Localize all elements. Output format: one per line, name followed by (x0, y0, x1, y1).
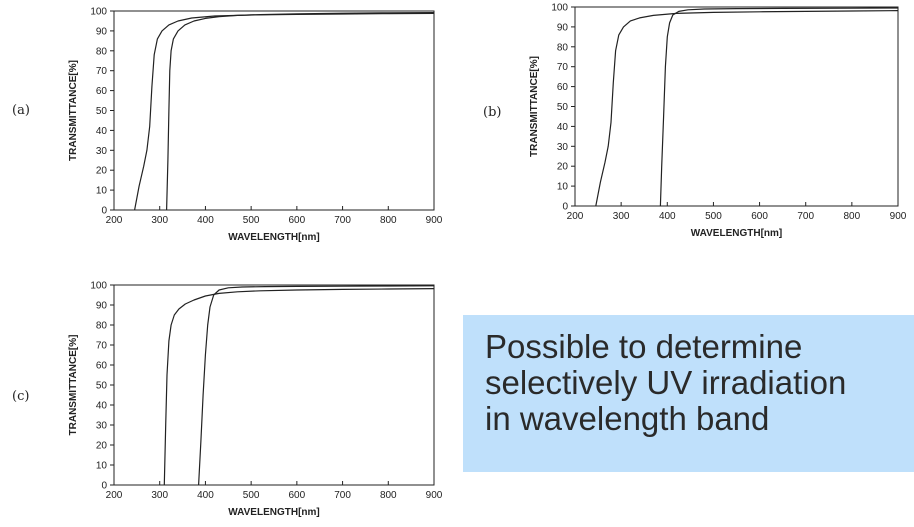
x-axis-label-c: WAVELENGTH[nm] (228, 507, 319, 518)
y-tick-label: 0 (101, 481, 107, 492)
y-tick-label: 70 (557, 62, 569, 73)
x-tick-label: 700 (334, 490, 351, 501)
x-tick-label: 700 (797, 211, 814, 222)
x-tick-label: 600 (289, 215, 306, 226)
y-tick-label: 30 (96, 146, 108, 157)
x-axis-label-a: WAVELENGTH[nm] (228, 232, 319, 243)
y-tick-label: 60 (557, 82, 569, 93)
transmittance-curve-a-2 (166, 12, 435, 211)
y-tick-label: 100 (90, 281, 107, 292)
y-tick-label: 50 (96, 381, 108, 392)
note-box: Possible to determine selectively UV irr… (463, 315, 914, 472)
panel-label-c: (c) (12, 389, 30, 404)
y-tick-label: 70 (96, 66, 108, 77)
x-tick-label: 800 (844, 211, 861, 222)
y-tick-label: 20 (96, 441, 108, 452)
x-tick-label: 500 (243, 490, 260, 501)
y-tick-label: 50 (557, 102, 569, 113)
x-tick-label: 300 (151, 490, 168, 501)
note-line-1: Possible to determine (485, 328, 803, 365)
y-tick-label: 80 (96, 46, 108, 57)
x-tick-label: 200 (106, 490, 123, 501)
y-tick-label: 80 (96, 321, 108, 332)
x-tick-label: 500 (243, 215, 260, 226)
transmittance-curve-b-2 (659, 7, 899, 207)
y-tick-label: 90 (96, 26, 108, 37)
x-tick-label: 300 (613, 211, 630, 222)
y-tick-label: 40 (96, 401, 108, 412)
y-tick-label: 70 (96, 341, 108, 352)
panel-label-a: (a) (12, 103, 30, 118)
note-line-3: in wavelength band (485, 400, 770, 437)
x-tick-label: 800 (380, 490, 397, 501)
x-tick-label: 400 (197, 215, 214, 226)
y-tick-label: 90 (96, 301, 108, 312)
y-tick-label: 0 (562, 202, 568, 213)
x-tick-label: 500 (705, 211, 722, 222)
y-tick-label: 40 (96, 126, 108, 137)
y-tick-label: 20 (96, 166, 108, 177)
x-tick-label: 900 (890, 211, 907, 222)
x-tick-label: 400 (659, 211, 676, 222)
transmittance-curve-c-1 (163, 288, 435, 486)
transmittance-curve-b-1 (595, 10, 899, 207)
y-tick-label: 30 (96, 421, 108, 432)
x-tick-label: 900 (426, 215, 443, 226)
x-tick-label: 400 (197, 490, 214, 501)
x-axis-label-b: WAVELENGTH[nm] (691, 228, 782, 239)
y-tick-label: 30 (557, 142, 569, 153)
x-tick-label: 800 (380, 215, 397, 226)
y-tick-label: 100 (551, 3, 568, 14)
transmittance-curve-c-2 (198, 285, 435, 486)
y-tick-label: 80 (557, 42, 569, 53)
y-tick-label: 100 (90, 7, 107, 18)
y-tick-label: 10 (96, 461, 108, 472)
x-tick-label: 600 (289, 490, 306, 501)
y-tick-label: 0 (101, 206, 107, 217)
y-tick-label: 40 (557, 122, 569, 133)
panel-label-b: (b) (483, 105, 502, 120)
y-axis-label-a: TRANSMITTANCE[%] (68, 60, 79, 161)
y-tick-label: 10 (96, 186, 108, 197)
y-tick-label: 10 (557, 182, 569, 193)
y-tick-label: 60 (96, 86, 108, 97)
x-tick-label: 600 (751, 211, 768, 222)
x-tick-label: 700 (334, 215, 351, 226)
x-tick-label: 200 (567, 211, 584, 222)
y-tick-label: 60 (96, 361, 108, 372)
x-tick-label: 300 (151, 215, 168, 226)
y-axis-label-b: TRANSMITTANCE[%] (529, 56, 540, 157)
y-tick-label: 90 (557, 22, 569, 33)
y-tick-label: 50 (96, 106, 108, 117)
plot-frame-c (113, 284, 435, 486)
note-line-2: selectively UV irradiation (485, 364, 847, 401)
y-axis-label-c: TRANSMITTANCE[%] (68, 335, 79, 436)
transmittance-curve-a-1 (134, 12, 435, 211)
x-tick-label: 900 (426, 490, 443, 501)
x-tick-label: 200 (106, 215, 123, 226)
y-tick-label: 20 (557, 162, 569, 173)
